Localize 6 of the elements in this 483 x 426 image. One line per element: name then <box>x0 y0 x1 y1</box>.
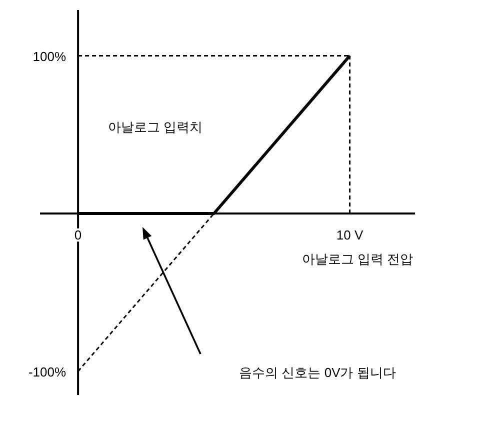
ylabel: 아날로그 입력치 <box>108 120 203 134</box>
xtick: 10 V <box>336 228 364 243</box>
ytick: -100% <box>28 364 66 380</box>
ytick: 100% <box>32 48 66 64</box>
annotation: 음수의 신호는 0V가 됩니다 <box>239 365 396 380</box>
xlabel: 아날로그 입력 전압 <box>302 252 413 267</box>
